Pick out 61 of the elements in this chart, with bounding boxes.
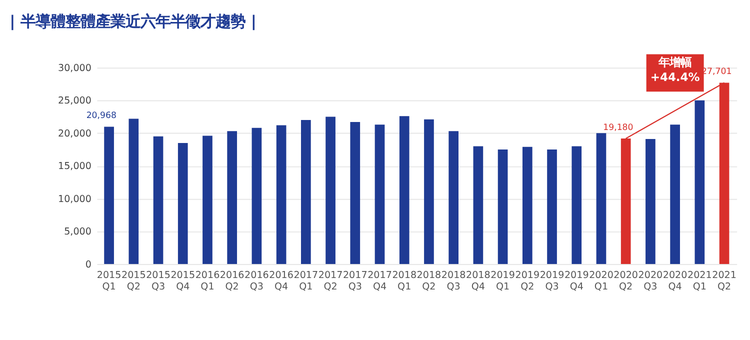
bar — [326, 116, 336, 264]
x-tick-label: 2020 Q2 — [614, 270, 638, 292]
bar — [596, 133, 606, 264]
bar — [448, 131, 459, 264]
bar — [202, 136, 212, 264]
y-tick-label: 15,000 — [58, 161, 92, 172]
annotation: 年增幅 +44.4% — [650, 54, 700, 84]
x-tick-label: 2020 Q1 — [589, 270, 614, 292]
bar — [572, 146, 582, 264]
data-label: 20,968 — [86, 111, 116, 122]
x-tick-label: 2021 Q2 — [712, 270, 736, 292]
bar — [104, 126, 114, 264]
bar — [670, 124, 680, 264]
x-tick-label: 2017 Q4 — [368, 270, 392, 292]
x-tick-label: 2015 Q2 — [121, 270, 146, 292]
x-tick-label: 2018 Q3 — [441, 270, 466, 292]
x-tick-label: 2018 Q1 — [392, 270, 417, 292]
bar — [498, 149, 508, 264]
y-tick-label: 25,000 — [58, 96, 92, 107]
bar — [694, 100, 705, 264]
bar — [374, 124, 385, 264]
y-tick-label: 30,000 — [58, 63, 92, 74]
bar — [252, 128, 262, 264]
bar — [153, 136, 164, 264]
x-tick-label: 2018 Q2 — [416, 270, 442, 292]
x-tick-label: 2017 Q2 — [318, 270, 343, 292]
bar — [128, 118, 139, 264]
x-tick-label: 2015 Q4 — [170, 270, 196, 292]
bar — [399, 116, 410, 264]
bar — [473, 146, 484, 264]
x-tick-label: 2015 Q3 — [146, 270, 170, 292]
x-tick-label: 2019 Q4 — [564, 270, 589, 292]
y-tick-label: 20,000 — [58, 128, 92, 140]
bar — [276, 125, 286, 264]
x-tick-label: 2017 Q1 — [294, 270, 318, 292]
x-tick-label: 2019 Q2 — [515, 270, 540, 292]
x-tick-label: 2019 Q1 — [490, 270, 515, 292]
data-label: 19,180 — [603, 122, 634, 133]
bar — [424, 119, 434, 264]
chart-title: | 半導體整體產業近六年半徵才趨勢 | — [10, 12, 256, 30]
bar — [350, 122, 360, 264]
x-tick-label: 2015 Q1 — [96, 270, 122, 292]
bar — [227, 131, 238, 264]
y-tick-label: 0 — [85, 259, 92, 270]
y-tick-label: 5,000 — [64, 226, 92, 238]
x-tick-label: 2016 Q4 — [269, 270, 294, 292]
x-tick-label: 2016 Q3 — [244, 270, 269, 292]
x-tick-label: 2020 Q4 — [662, 270, 688, 292]
x-tick-label: 2021 Q1 — [688, 270, 712, 292]
bar — [301, 120, 311, 264]
bar — [178, 142, 188, 264]
y-tick-label: 10,000 — [58, 194, 92, 205]
x-tick-label: 2018 Q4 — [466, 270, 490, 292]
bar — [547, 149, 557, 264]
x-tick-label: 2019 Q3 — [540, 270, 564, 292]
bar — [522, 146, 532, 264]
x-tick-label: 2017 Q3 — [342, 270, 368, 292]
x-tick-label: 2016 Q1 — [195, 270, 220, 292]
x-tick-label: 2020 Q3 — [638, 270, 663, 292]
x-tick-label: 2016 Q2 — [220, 270, 244, 292]
bar — [646, 139, 656, 264]
